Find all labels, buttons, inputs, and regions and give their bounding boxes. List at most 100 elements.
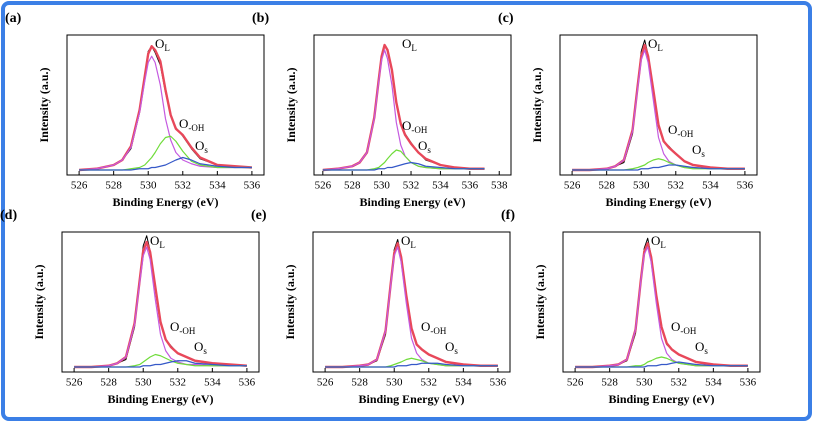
annotation-subscript: s: [427, 145, 431, 155]
x-axis-label: Binding Energy (eV): [112, 195, 218, 209]
annotation-subscript: -OH: [188, 123, 204, 133]
annotation-text: O: [651, 233, 660, 248]
x-tick-label: 534: [705, 377, 722, 389]
x-tick-label: 536: [737, 180, 754, 192]
annotation-subscript: s: [454, 346, 458, 356]
x-tick-label: 530: [636, 377, 653, 389]
x-tick-label: 526: [315, 180, 332, 192]
x-tick-label: 528: [100, 377, 117, 389]
peak-annotation: Os: [194, 339, 207, 356]
annotation-subscript: L: [660, 240, 666, 250]
peak-annotation: O-OH: [170, 319, 196, 336]
x-tick-label: 526: [564, 180, 581, 192]
panel-label: (f): [501, 208, 515, 223]
x-axis-label: Binding Energy (eV): [359, 195, 465, 209]
annotation-subscript: L: [410, 240, 416, 250]
peak-annotation: Os: [418, 138, 431, 155]
x-tick-label: 528: [351, 377, 368, 389]
y-axis-label: Intensity (a.u.): [32, 264, 46, 339]
annotation-text: O: [668, 122, 677, 137]
x-tick-label: 532: [421, 377, 438, 389]
annotation-text: O: [692, 142, 701, 157]
x-tick-label: 536: [239, 377, 256, 389]
peak-annotation: O-OH: [668, 122, 694, 139]
peak-annotation: OL: [651, 233, 666, 250]
x-tick-label: 536: [740, 377, 757, 389]
peak-annotation: OL: [155, 36, 170, 53]
spectrum-line: [74, 246, 247, 368]
x-tick-label: 536: [462, 180, 479, 192]
x-tick-label: 528: [601, 377, 618, 389]
annotation-text: O: [401, 233, 410, 248]
panel: (b) 526 528 530 532 534 536 538 Binding Energy (…: [252, 11, 512, 209]
x-tick-label: 534: [204, 377, 221, 389]
x-tick-label: 528: [105, 180, 122, 192]
panel-label: (d): [0, 208, 17, 223]
x-tick-label: 530: [633, 180, 650, 192]
x-tick-label: 536: [244, 180, 261, 192]
spectrum-line: [79, 55, 252, 171]
x-tick-label: 534: [209, 180, 226, 192]
x-tick-label: 526: [66, 377, 83, 389]
y-axis-label: Intensity (a.u.): [530, 67, 544, 142]
annotation-subscript: L: [159, 240, 165, 250]
panel: (c) 526 528 530 532 534 536 Binding Energy (eV)…: [498, 11, 758, 209]
x-tick-label: 532: [170, 377, 187, 389]
annotation-subscript: s: [204, 145, 208, 155]
panel: (a) 526 528 530 532 534 536 Binding Energy (eV)…: [5, 11, 265, 209]
x-axis-label: Binding Energy (eV): [107, 392, 213, 406]
x-tick-label: 526: [71, 180, 88, 192]
annotation-text: O: [418, 138, 427, 153]
peak-annotation: Os: [195, 138, 208, 155]
x-tick-label: 534: [702, 180, 719, 192]
panel: (e) 526 528 530 532 534 536 Binding Energy (eV)…: [251, 208, 511, 406]
plot-frame: [313, 34, 512, 176]
peak-annotation: OL: [648, 36, 663, 53]
x-tick-label: 530: [135, 377, 152, 389]
y-axis-label: Intensity (a.u.): [533, 264, 547, 339]
panel: (d) 526 528 530 532 534 536 Binding Energy (eV)…: [0, 208, 260, 406]
peak-annotation: Os: [692, 142, 705, 159]
x-tick-label: 532: [175, 180, 192, 192]
panel-label: (a): [5, 11, 22, 26]
annotation-subscript: -OH: [179, 326, 195, 336]
spectrum-line: [575, 361, 748, 368]
annotation-subscript: L: [164, 43, 170, 53]
y-axis-label: Intensity (a.u.): [283, 264, 297, 339]
annotation-text: O: [402, 36, 411, 51]
annotation-text: O: [648, 36, 657, 51]
x-tick-label: 530: [386, 377, 403, 389]
peak-annotation: O-OH: [421, 319, 447, 336]
annotation-text: O: [150, 233, 159, 248]
spectrum-line: [79, 156, 252, 171]
peak-annotation: OL: [402, 36, 417, 53]
x-tick-label: 530: [373, 180, 390, 192]
x-tick-label: 532: [671, 377, 688, 389]
annotation-text: O: [194, 339, 203, 354]
y-axis-label: Intensity (a.u.): [284, 67, 298, 142]
annotation-text: O: [402, 118, 411, 133]
annotation-text: O: [170, 319, 179, 334]
x-tick-label: 532: [403, 180, 420, 192]
panel-label: (c): [498, 11, 514, 26]
panel-label: (b): [252, 11, 269, 26]
annotation-text: O: [155, 36, 164, 51]
plot-frame: [562, 231, 761, 373]
annotation-text: O: [695, 339, 704, 354]
peak-annotation: OL: [150, 233, 165, 250]
annotation-text: O: [445, 339, 454, 354]
peak-annotation: O-OH: [402, 118, 428, 135]
spectrum-line: [322, 161, 485, 171]
x-axis-label: Binding Energy (eV): [358, 392, 464, 406]
annotation-text: O: [421, 319, 430, 334]
peak-annotation: Os: [445, 339, 458, 356]
spectrum-line: [325, 362, 498, 368]
plot-frame: [66, 34, 265, 176]
x-tick-label: 534: [432, 180, 449, 192]
x-tick-label: 530: [140, 180, 157, 192]
x-tick-label: 526: [567, 377, 584, 389]
annotation-subscript: s: [203, 346, 207, 356]
annotation-subscript: -OH: [430, 326, 446, 336]
x-tick-label: 532: [668, 180, 685, 192]
